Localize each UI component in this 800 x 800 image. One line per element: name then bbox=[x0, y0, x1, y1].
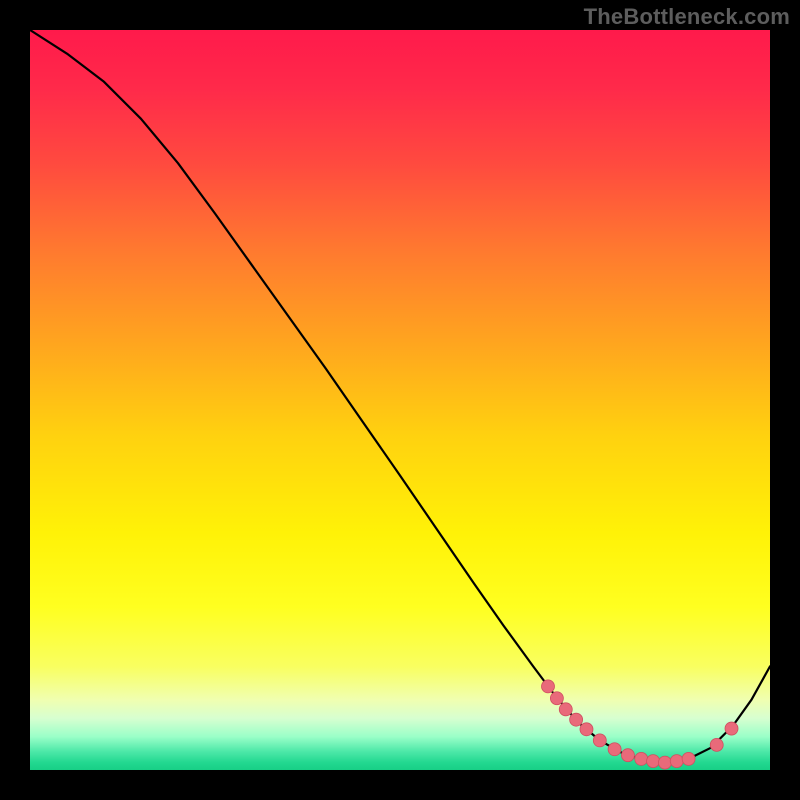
curve-marker bbox=[542, 680, 555, 693]
watermark-text: TheBottleneck.com bbox=[584, 4, 790, 30]
curve-marker bbox=[647, 755, 660, 768]
curve-marker bbox=[593, 734, 606, 747]
chart-plot-area bbox=[30, 30, 770, 770]
curve-marker bbox=[710, 738, 723, 751]
curve-marker bbox=[621, 749, 634, 762]
curve-marker bbox=[725, 722, 738, 735]
curve-marker bbox=[559, 703, 572, 716]
curve-marker bbox=[608, 743, 621, 756]
curve-marker bbox=[682, 752, 695, 765]
curve-marker bbox=[635, 752, 648, 765]
curve-marker bbox=[580, 723, 593, 736]
stage: TheBottleneck.com bbox=[0, 0, 800, 800]
bottleneck-curve bbox=[30, 30, 770, 763]
chart-curve-layer bbox=[30, 30, 770, 770]
curve-markers bbox=[542, 680, 739, 769]
curve-marker bbox=[670, 755, 683, 768]
curve-marker bbox=[570, 713, 583, 726]
curve-marker bbox=[550, 692, 563, 705]
curve-marker bbox=[658, 756, 671, 769]
